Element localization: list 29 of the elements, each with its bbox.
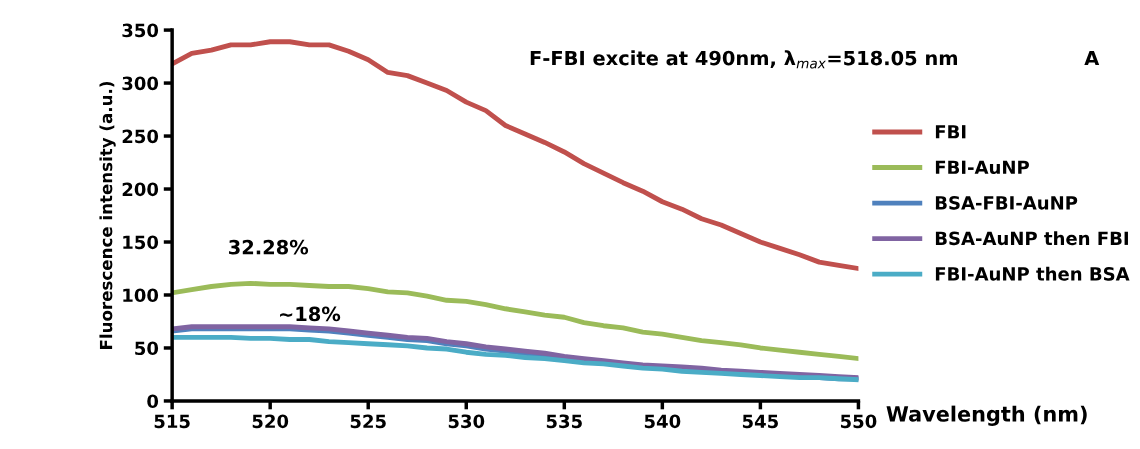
x-tick-label: 540 [644,414,681,429]
text: A [1084,50,1100,66]
x-tick-label: 550 [840,414,877,429]
y-axis-title: Fluorescence intensity (a.u.) [99,82,116,349]
x-tick-label: 545 [742,414,778,429]
x-tick-label: 515 [154,414,190,429]
y-tick-label: 250 [122,129,159,144]
line-series [172,334,859,383]
line-series [172,280,859,361]
x-tick-label: 520 [252,414,289,429]
y-tick-label: 150 [123,235,159,250]
annotation: ~18% [280,306,341,322]
x-axis-title: Wavelength (nm) [886,405,1087,426]
x-tick-label: 525 [350,414,386,429]
legend-label: FBI-AuNP [935,160,1029,175]
legend-label: FBI [935,125,966,139]
y-tick-label: 350 [122,23,159,38]
x-tick-label: 535 [546,414,582,429]
legend-label: BSA-AuNP then FBI [935,231,1128,246]
legend-label: BSA-FBI-AuNP [935,195,1078,210]
x-tick-label: 530 [448,414,485,429]
y-tick-label: 100 [123,288,159,303]
legend-label: FBI-AuNP then BSA [935,266,1130,281]
y-tick-label: 0 [147,394,159,409]
y-tick-label: 200 [122,182,159,197]
y-tick-label: 50 [135,341,159,356]
y-tick-label: 300 [122,76,159,91]
text: F-FBI excite at 490nm, λ$_{max}$=518.05 nm [530,50,958,69]
annotation: 32.28% [229,239,309,255]
